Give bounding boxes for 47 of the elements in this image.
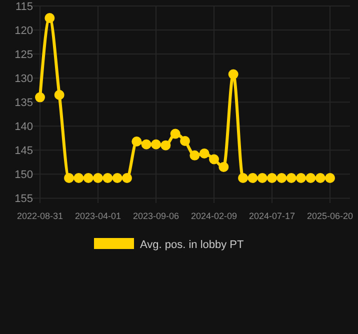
y-tick-label: 155 (14, 193, 33, 206)
point (93, 173, 103, 184)
y-tick-label: 145 (14, 144, 33, 157)
x-tick-label: 2023-04-01 (74, 211, 122, 221)
point (160, 140, 171, 150)
point (132, 136, 142, 146)
point (306, 173, 316, 184)
x-tick-label: 2022-08-31 (16, 211, 64, 221)
point (228, 69, 238, 80)
point (190, 150, 200, 160)
point (296, 173, 306, 184)
x-tick-label: 2024-02-09 (190, 211, 238, 221)
point (238, 173, 248, 184)
point (102, 173, 113, 184)
y-tick-label: 135 (14, 96, 33, 109)
point (315, 173, 326, 184)
point (180, 136, 190, 146)
point (141, 139, 152, 150)
x-tick-label: 2024-07-17 (248, 211, 296, 221)
y-tick-label: 115 (15, 0, 33, 13)
point (248, 173, 258, 184)
point (199, 148, 210, 159)
y-tick-label: 140 (14, 120, 33, 133)
point (74, 173, 84, 184)
y-tick-label: 120 (14, 24, 33, 37)
point (122, 173, 132, 184)
y-tick-label: 150 (14, 169, 33, 182)
x-tick-label: 2023-09-06 (132, 211, 180, 221)
x-tick-label: 2025-06-20 (306, 211, 354, 221)
point (286, 173, 296, 184)
point (151, 139, 161, 150)
point (112, 173, 122, 184)
point (257, 173, 268, 184)
point (170, 128, 180, 139)
point (325, 173, 335, 184)
point (35, 92, 45, 102)
point (218, 162, 229, 172)
point (267, 173, 277, 184)
point (54, 90, 64, 100)
point (209, 154, 219, 164)
point (276, 173, 287, 184)
y-tick-label: 125 (14, 48, 33, 61)
y-tick-label: 130 (14, 72, 33, 85)
legend-label: Avg. pos. in lobby PT (140, 238, 244, 251)
point (83, 173, 94, 184)
point (44, 13, 55, 24)
point (64, 173, 74, 184)
